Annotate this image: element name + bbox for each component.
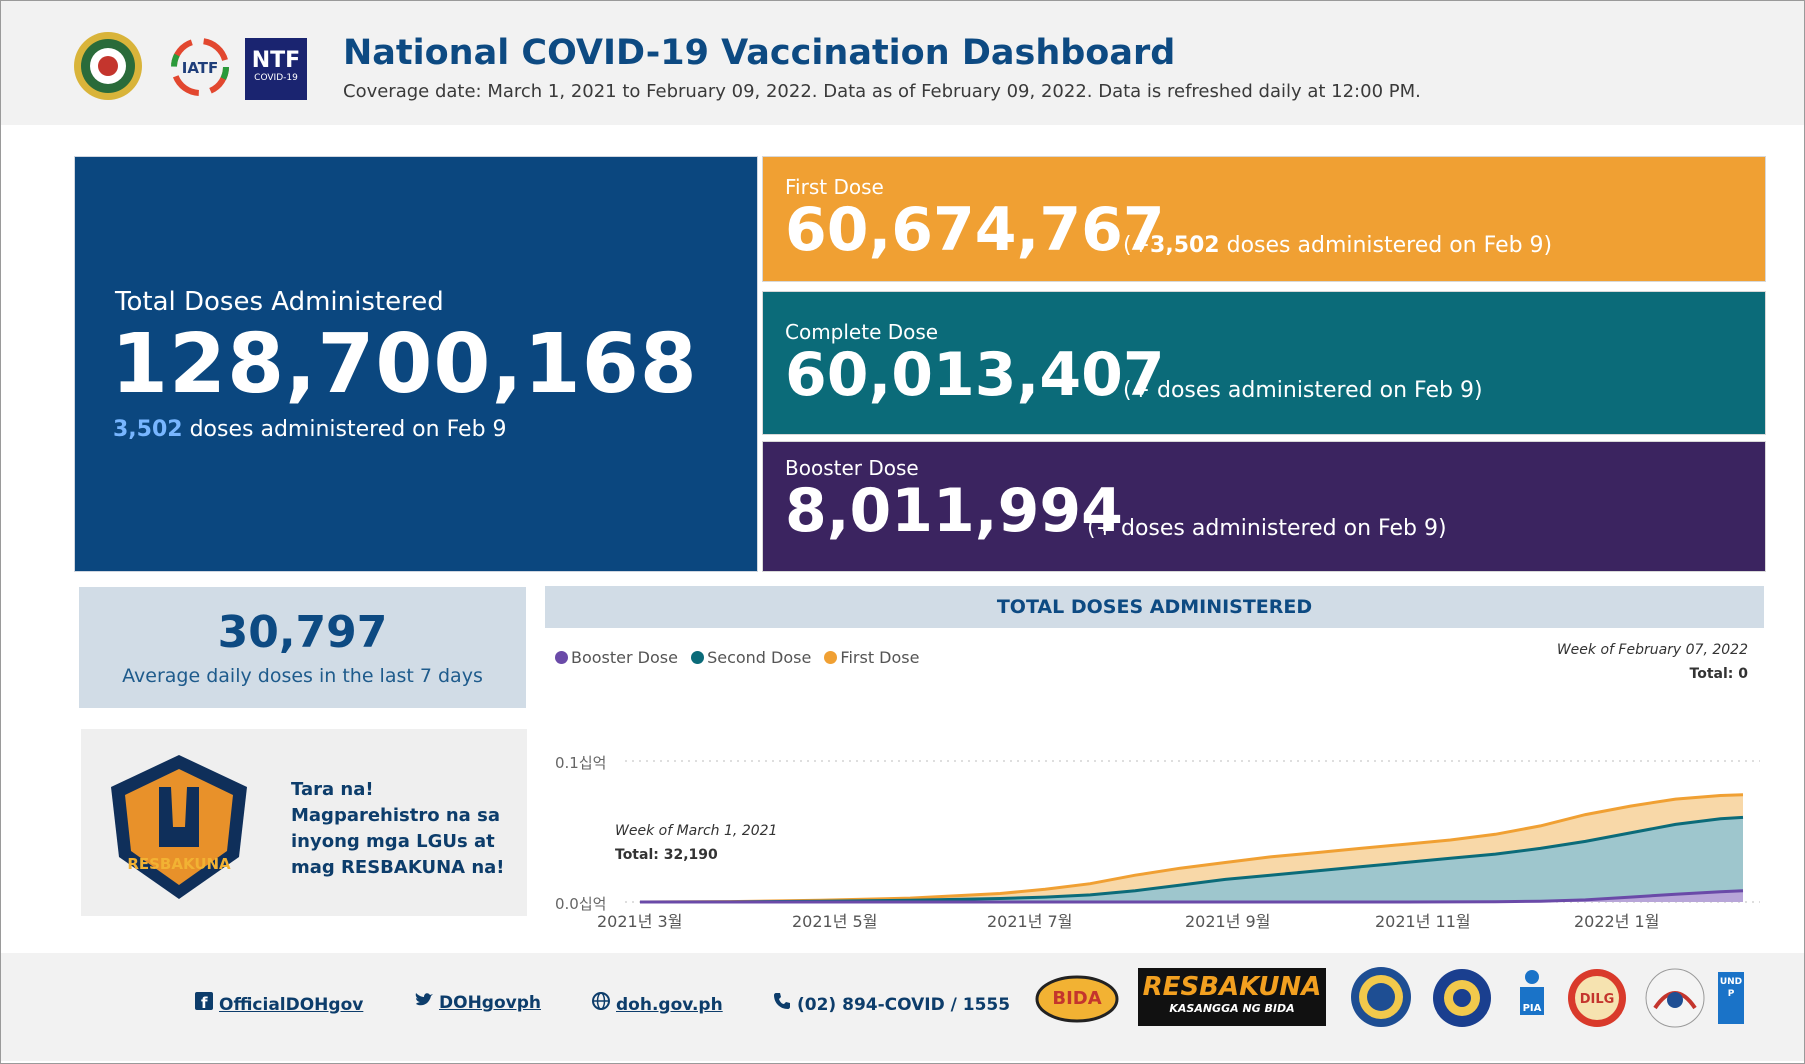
tooltip-latest-week-total: Total: 0 [1689, 666, 1748, 682]
footer [1, 953, 1804, 1061]
header: IATF NTF COVID-19 National COVID-19 Vacc… [1, 1, 1804, 125]
pco-seal-logo [1433, 969, 1491, 1027]
legend-booster-swatch [555, 651, 568, 664]
legend-second[interactable]: Second Dose [691, 648, 811, 667]
pia-logo-dot [1525, 970, 1539, 984]
x-tick: 2021년 5월 [792, 912, 878, 931]
page-title: National COVID-19 Vaccination Dashboard [343, 33, 1176, 73]
ntf-logo-subtext: COVID-19 [254, 73, 298, 83]
first-dose-value: 60,674,767 [785, 195, 1165, 265]
facebook-icon: f [195, 992, 213, 1015]
line-booster-dose[interactable] [640, 889, 1744, 904]
first-dose-label: First Dose [785, 175, 884, 199]
total-daily-text: doses administered on Feb 9 [182, 417, 507, 442]
tooltip-latest-week: Week of February 07, 2022 Total: 0 [1557, 642, 1748, 682]
twitter-icon [415, 992, 433, 1013]
legend-first-label: First Dose [840, 648, 920, 667]
line-first-dose[interactable] [639, 793, 1744, 904]
coverage-note: Coverage date: March 1, 2021 to February… [343, 81, 1421, 102]
x-tick: 2021년 7월 [987, 912, 1073, 931]
line-second-dose[interactable] [639, 815, 1744, 904]
area-chart[interactable] [545, 630, 1764, 910]
first-dose-card: First Dose 60,674,767 (+3,502 doses admi… [762, 156, 1766, 282]
website-url: doh.gov.ph [616, 995, 723, 1015]
resbakuna-badge-text: RESBAKUNA [127, 855, 231, 873]
total-doses-label: Total Doses Administered [115, 287, 444, 317]
first-dose-note-prefix: (+ [1123, 233, 1151, 258]
globe-icon [592, 992, 610, 1015]
undp-logo: UNDP [1718, 972, 1744, 1024]
average-daily-value: 30,797 [217, 607, 388, 658]
area-second-dose [640, 817, 1743, 902]
tooltip-first-week-label: Week of March 1, 2021 [615, 823, 778, 839]
legend-first[interactable]: First Dose [824, 648, 919, 667]
x-tick: 2021년 3월 [597, 912, 683, 931]
booster-dose-value: 8,011,994 [785, 476, 1123, 546]
iatf-logo-text: IATF [182, 59, 219, 77]
total-doses-value: 128,700,168 [111, 317, 698, 412]
pia-logo: PIA [1518, 970, 1546, 1026]
twitter-link[interactable]: DOHgovph [415, 992, 541, 1013]
area-booster-dose [640, 890, 1743, 902]
total-daily-count: 3,502 [113, 417, 183, 442]
first-dose-note: (+3,502 doses administered on Feb 9) [1123, 233, 1552, 258]
legend-first-swatch [824, 651, 838, 664]
average-daily-card: 30,797 Average daily doses in the last 7… [79, 587, 526, 708]
tooltip-first-week: Week of March 1, 2021 Total: 32,190 [615, 823, 777, 863]
y-tick-bottom: 0.0십억 [555, 895, 607, 913]
pcoo-seal-logo [1351, 967, 1411, 1027]
facebook-handle: OfficialDOHgov [219, 995, 364, 1015]
phone-icon [773, 992, 791, 1015]
resbakuna-logo-text: RESBAKUNA [1142, 972, 1322, 1002]
government-seal-logo [1645, 968, 1705, 1028]
iatf-logo: IATF [171, 38, 229, 96]
bida-logo: BIDA [1035, 975, 1119, 1023]
total-daily-note: 3,502 doses administered on Feb 9 [113, 417, 507, 442]
legend-booster[interactable]: Booster Dose [555, 648, 678, 667]
complete-dose-label: Complete Dose [785, 320, 939, 344]
svg-text:f: f [201, 994, 208, 1010]
ntf-covid19-logo: NTF COVID-19 [245, 38, 307, 100]
booster-dose-note: (+ doses administered on Feb 9) [1087, 516, 1447, 541]
complete-dose-note: (+ doses administered on Feb 9) [1123, 378, 1483, 403]
first-dose-daily-count: 3,502 [1150, 233, 1220, 258]
resbakuna-logo-subtext: KASANGGA NG BIDA [1169, 1002, 1295, 1015]
facebook-link[interactable]: f OfficialDOHgov [195, 992, 363, 1015]
booster-dose-label: Booster Dose [785, 456, 919, 480]
phone-number: (02) 894-COVID / 1555 [797, 995, 1011, 1015]
x-tick: 2022년 1월 [1574, 912, 1660, 931]
x-tick: 2021년 9월 [1185, 912, 1271, 931]
average-daily-label: Average daily doses in the last 7 days [122, 665, 483, 687]
dilg-logo-text: DILG [1580, 992, 1615, 1007]
legend-second-label: Second Dose [707, 648, 812, 667]
doh-seal-logo [74, 32, 142, 100]
pia-logo-text: PIA [1520, 987, 1544, 1015]
booster-dose-card: Booster Dose 8,011,994 (+ doses administ… [762, 441, 1766, 572]
complete-dose-card: Complete Dose 60,013,407 (+ doses admini… [762, 291, 1766, 435]
complete-dose-value: 60,013,407 [785, 340, 1165, 410]
promo-message: Tara na! Magparehistro na sa inyong mga … [291, 779, 505, 878]
resbakuna-promo: RESBAKUNA Tara na! Magparehistro na sa i… [81, 729, 527, 916]
chart-legend: Booster Dose Second Dose First Dose [555, 648, 927, 667]
tooltip-first-week-total: Total: 32,190 [615, 847, 718, 863]
chart-title: TOTAL DOSES ADMINISTERED [545, 586, 1764, 628]
x-tick: 2021년 11월 [1375, 912, 1471, 931]
legend-booster-label: Booster Dose [571, 648, 678, 667]
legend-second-swatch [691, 651, 705, 664]
twitter-handle: DOHgovph [439, 993, 541, 1013]
total-doses-card: Total Doses Administered 128,700,168 3,5… [74, 156, 758, 572]
ntf-logo-text: NTF [251, 48, 301, 73]
y-tick-top: 0.1십억 [555, 754, 607, 772]
phone-link[interactable]: (02) 894-COVID / 1555 [773, 992, 1010, 1015]
bida-logo-text: BIDA [1052, 988, 1101, 1009]
vaccinated-badge-icon: RESBAKUNA [111, 755, 247, 899]
resbakuna-logo: RESBAKUNA KASANGGA NG BIDA [1138, 968, 1326, 1026]
dilg-seal-logo: DILG [1568, 969, 1626, 1027]
first-dose-note-suffix: doses administered on Feb 9) [1219, 233, 1553, 258]
website-link[interactable]: doh.gov.ph [592, 992, 723, 1015]
tooltip-latest-week-label: Week of February 07, 2022 [1556, 642, 1748, 658]
